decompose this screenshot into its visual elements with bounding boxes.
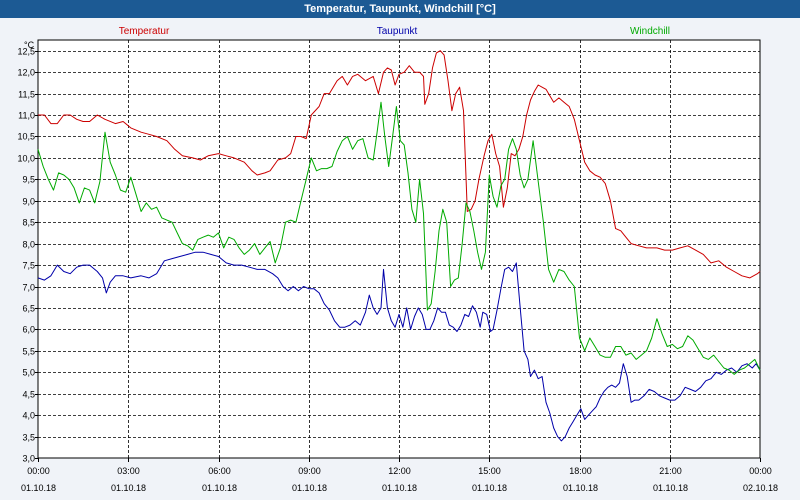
legend-windchill: Windchill bbox=[630, 26, 670, 37]
x-tick-date: 01.10.18 bbox=[21, 483, 56, 493]
x-tick-time: 06:00 bbox=[208, 466, 231, 476]
x-tick-time: 15:00 bbox=[478, 466, 501, 476]
x-tick-date: 01.10.18 bbox=[202, 483, 237, 493]
plot-area bbox=[37, 39, 761, 459]
x-tick-time: 00:00 bbox=[27, 466, 50, 476]
y-tick-label: 6,5 bbox=[22, 304, 35, 314]
x-tick-time: 03:00 bbox=[117, 466, 140, 476]
y-tick-label: 5,0 bbox=[22, 368, 35, 378]
x-tick-date: 01.10.18 bbox=[653, 483, 688, 493]
y-tick-label: 11,0 bbox=[18, 111, 35, 121]
y-tick-label: 10,5 bbox=[17, 132, 35, 142]
x-tick-date: 01.10.18 bbox=[472, 483, 507, 493]
x-tick-date: 02.10.18 bbox=[743, 483, 778, 493]
y-tick-label: 12,0 bbox=[17, 68, 35, 78]
y-tick-label: 4,0 bbox=[22, 411, 35, 421]
y-tick-label: 9,5 bbox=[22, 175, 35, 185]
y-tick-label: 3,0 bbox=[22, 454, 35, 464]
y-tick-label: 11,5 bbox=[18, 90, 35, 100]
line-chart: 3,0 3,5 4,0 4,5 5,0 5,5 6,0 6,5 7,0 7,5 8,0 8,5 9,0 9… bbox=[17, 26, 778, 493]
x-tick-time: 00:00 bbox=[749, 466, 772, 476]
x-tick-date: 01.10.18 bbox=[292, 483, 327, 493]
y-tick-label: 7,5 bbox=[22, 261, 35, 271]
x-tick-date: 01.10.18 bbox=[111, 483, 146, 493]
y-tick-label: 6,0 bbox=[22, 325, 35, 335]
x-tick-time: 21:00 bbox=[659, 466, 682, 476]
legend-temperatur: Temperatur bbox=[119, 26, 170, 37]
series-line-temperatur bbox=[38, 50, 761, 279]
legend-taupunkt: Taupunkt bbox=[377, 26, 418, 37]
x-tick-time: 18:00 bbox=[569, 466, 592, 476]
y-axis-ticks: 3,0 3,5 4,0 4,5 5,0 5,5 6,0 6,5 7,0 7,5 8,0 8,5 9,0 9… bbox=[17, 47, 38, 464]
x-tick-date: 01.10.18 bbox=[563, 483, 598, 493]
y-tick-label: 10,0 bbox=[17, 154, 35, 164]
series-line-taupunkt bbox=[37, 251, 761, 442]
y-tick-label: 8,0 bbox=[22, 240, 35, 250]
grid-lines bbox=[38, 40, 760, 458]
y-tick-label: 8,5 bbox=[22, 218, 35, 228]
y-tick-label: 4,5 bbox=[22, 390, 35, 400]
x-tick-time: 12:00 bbox=[388, 466, 411, 476]
x-axis-ticks: 00:00 01.10.18 03:00 01.10.18 06:00 01.10.18 0… bbox=[21, 458, 778, 493]
y-tick-label: 12,5 bbox=[17, 47, 35, 57]
y-tick-label: 3,5 bbox=[22, 433, 35, 443]
x-tick-time: 09:00 bbox=[298, 466, 321, 476]
series-lines bbox=[37, 50, 761, 442]
y-tick-label: 9,0 bbox=[22, 197, 35, 207]
y-tick-label: 7,0 bbox=[22, 283, 35, 293]
series-line-windchill bbox=[37, 101, 761, 375]
y-tick-label: 5,5 bbox=[22, 347, 35, 357]
x-tick-date: 01.10.18 bbox=[382, 483, 417, 493]
chart-title: Temperatur, Taupunkt, Windchill [°C] bbox=[0, 0, 800, 18]
y-axis-label: °C bbox=[24, 40, 35, 50]
